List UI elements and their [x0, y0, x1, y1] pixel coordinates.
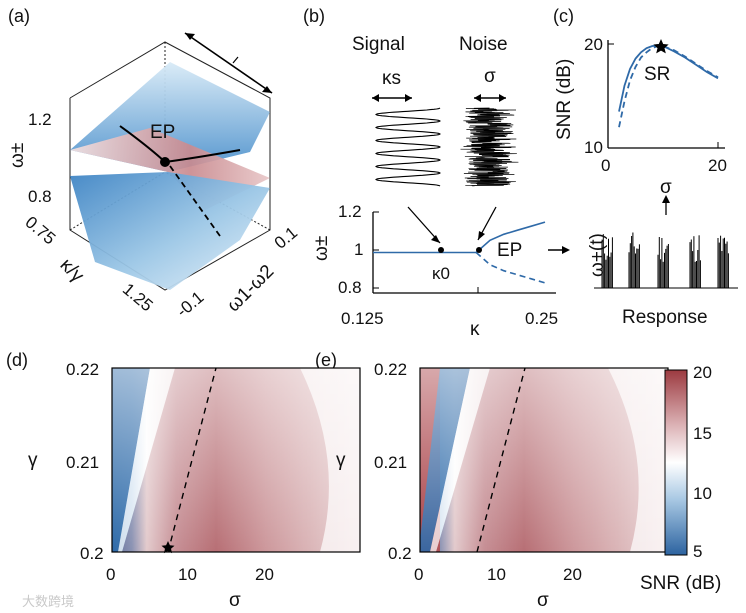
d-xlabel: σ — [229, 590, 241, 611]
panel-e-heatmap: 0.22 0.21 0.2 γ 0 10 20 σ — [336, 360, 669, 611]
c-xlabel: σ — [660, 177, 672, 198]
b-ytick-3: 0.8 — [338, 278, 362, 297]
e-xtick-2: 10 — [487, 565, 506, 584]
response-up-arrowhead — [662, 195, 670, 203]
sr-label: SR — [644, 64, 670, 85]
b-ytick-2: 1 — [354, 240, 363, 259]
e-ytick-1: 0.22 — [374, 360, 407, 379]
ep-label-b: EP — [497, 240, 522, 261]
ep-point — [160, 157, 170, 167]
d-xtick-3: 20 — [255, 565, 274, 584]
ep-branch-dashed — [169, 165, 221, 237]
a-xlabel: κ/γ — [56, 254, 88, 286]
noise-to-plot-arrowhead — [478, 231, 485, 240]
panel-b: Signal Noise κs σ 1.2 1 0.8 ω± 0.125 0.2… — [311, 34, 570, 340]
signal-to-plot-arrowhead — [431, 235, 440, 243]
heatmap-e-optimal-line — [476, 367, 526, 553]
a-zlabel: ω1-ω2 — [223, 261, 278, 316]
panel-c: 20 10 0 20 SNR (dB) σ SR ω+(t) Response — [554, 35, 738, 328]
noise-param: σ — [484, 66, 496, 87]
e-xtick-1: 0 — [414, 565, 423, 584]
b-curve-1 — [475, 221, 546, 254]
e-xlabel: σ — [537, 590, 549, 611]
heatmap-d-star — [161, 541, 175, 554]
watermark-text: 大数跨境 — [22, 594, 74, 609]
d-xtick-1: 0 — [106, 565, 115, 584]
e-ytick-2: 0.21 — [374, 453, 407, 472]
colorbar-tick-1: 20 — [693, 363, 712, 382]
panel-label-e: (e) — [315, 350, 337, 370]
panel-label-a: (a) — [8, 6, 30, 26]
b-ylabel: ω± — [311, 236, 332, 261]
colorbar-tick-4: 5 — [693, 542, 702, 561]
heatmap-d-optimal-line — [167, 367, 217, 553]
b-xtick-2: 0.25 — [525, 309, 558, 328]
d-ytick-3: 0.2 — [80, 544, 104, 563]
response-label: Response — [622, 307, 708, 328]
b-curves — [373, 221, 546, 284]
b-xtick-1: 0.125 — [341, 309, 384, 328]
colorbar-label: SNR (dB) — [640, 573, 721, 594]
c-ylabel: SNR (dB) — [554, 59, 575, 140]
a-ylabel: ω± — [7, 143, 28, 168]
b-curve-2 — [475, 251, 546, 284]
a-ztick-2: -0.1 — [173, 288, 208, 321]
a-xtick-2: 1.25 — [119, 279, 157, 315]
sr-star-marker — [653, 39, 669, 54]
c-ytick-1: 20 — [584, 35, 603, 54]
panel-label-b: (b) — [303, 6, 325, 26]
ep-point-b — [476, 247, 482, 253]
colorbar-tick-3: 10 — [693, 484, 712, 503]
c-xtick-2: 20 — [708, 156, 727, 175]
d-ylabel: γ — [28, 450, 38, 471]
e-xtick-3: 20 — [563, 565, 582, 584]
lower-surface — [70, 172, 270, 290]
signal-title: Signal — [352, 34, 405, 55]
e-ytick-3: 0.2 — [388, 544, 412, 563]
a-xtick-1: 0.75 — [22, 213, 60, 249]
noise-waveform — [460, 107, 519, 187]
kappa0-label: κ0 — [432, 264, 450, 283]
heatmap-d-frame — [111, 367, 361, 553]
heatmap-d-fade — [112, 368, 360, 552]
response-ylabel: ω+(t) — [587, 233, 608, 277]
d-ytick-2: 0.21 — [66, 453, 99, 472]
colorbar-tick-2: 15 — [693, 424, 712, 443]
colorbar: 20 15 10 5 SNR (dB) — [640, 363, 721, 594]
a-ytick-2: 0.8 — [28, 187, 52, 206]
c-xtick-1: 0 — [601, 156, 610, 175]
response-spikes — [601, 232, 729, 288]
colorbar-gradient — [664, 369, 688, 556]
panel-label-c: (c) — [553, 6, 574, 26]
to-response-arrowhead — [562, 246, 570, 254]
axis-arrow-tick — [232, 56, 239, 64]
signal-param: κs — [382, 68, 401, 89]
b-ytick-1: 1.2 — [338, 202, 362, 221]
axis-arrow — [184, 32, 273, 94]
c-curves — [618, 44, 719, 128]
d-xtick-2: 10 — [178, 565, 197, 584]
noise-title: Noise — [459, 34, 508, 55]
ep-label-a: EP — [150, 122, 175, 143]
panel-d-heatmap: 0.22 0.21 0.2 γ 0 10 20 σ — [28, 360, 361, 611]
noise-arrow-heads — [474, 94, 506, 102]
panel-label-d: (d) — [6, 350, 28, 370]
signal-waveform — [375, 107, 441, 187]
b-xlabel: κ — [470, 319, 480, 340]
snr-curve-1 — [618, 45, 719, 128]
panel-a-3d-plot: EP 1.2 0.8 ω± 0.75 1.25 κ/γ 0.1 -0.1 ω1-… — [7, 32, 301, 321]
a-ytick-1: 1.2 — [28, 110, 52, 129]
c-ytick-2: 10 — [584, 138, 603, 157]
heatmap-e-fade — [420, 368, 668, 552]
d-ytick-1: 0.22 — [66, 360, 99, 379]
kappa0-point — [438, 247, 444, 253]
ep-branch-right — [164, 149, 241, 163]
e-ylabel: γ — [336, 450, 346, 471]
a-ztick-1: 0.1 — [271, 223, 301, 253]
